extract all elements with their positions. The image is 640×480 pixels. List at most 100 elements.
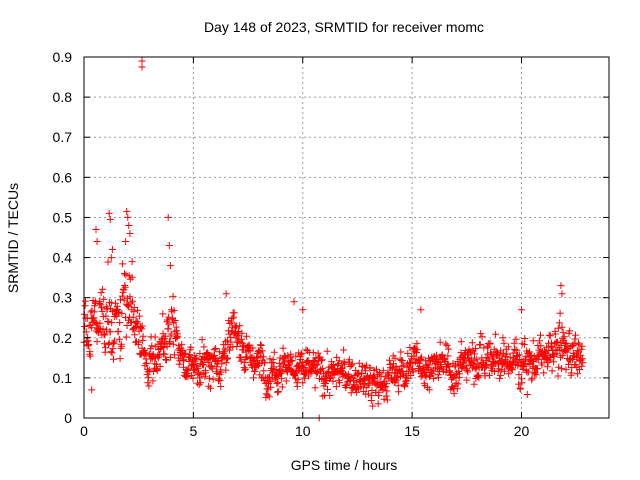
data-point bbox=[500, 367, 508, 375]
data-point bbox=[565, 360, 572, 368]
data-point bbox=[383, 380, 391, 388]
data-point bbox=[324, 385, 331, 393]
data-point bbox=[509, 349, 517, 357]
data-point bbox=[528, 374, 536, 382]
data-point bbox=[512, 335, 520, 343]
data-point bbox=[196, 350, 204, 357]
data-point bbox=[323, 347, 331, 355]
data-point bbox=[257, 341, 264, 349]
data-point bbox=[404, 350, 412, 357]
data-point bbox=[345, 356, 353, 364]
data-point bbox=[113, 312, 121, 320]
data-point bbox=[153, 367, 161, 375]
data-point bbox=[442, 340, 450, 348]
data-point bbox=[385, 369, 393, 377]
data-point bbox=[294, 376, 302, 384]
data-point bbox=[518, 379, 526, 387]
data-point bbox=[226, 320, 234, 327]
data-point bbox=[463, 376, 471, 384]
data-point bbox=[574, 370, 582, 378]
data-point bbox=[383, 396, 391, 404]
data-point bbox=[92, 226, 100, 233]
data-point bbox=[115, 335, 123, 343]
data-point bbox=[223, 336, 231, 344]
data-point bbox=[558, 352, 566, 360]
data-point bbox=[555, 319, 563, 327]
data-point bbox=[329, 377, 337, 385]
data-point bbox=[200, 361, 208, 369]
data-point bbox=[578, 342, 586, 350]
data-point bbox=[464, 368, 472, 376]
data-point bbox=[138, 57, 146, 65]
data-point bbox=[400, 361, 408, 369]
data-point bbox=[433, 358, 441, 365]
data-point bbox=[312, 361, 320, 369]
data-point bbox=[273, 380, 281, 388]
data-point bbox=[98, 304, 105, 312]
data-point bbox=[366, 364, 374, 372]
data-point bbox=[425, 361, 433, 369]
data-point bbox=[114, 327, 122, 335]
data-point bbox=[161, 350, 169, 358]
data-point bbox=[341, 360, 349, 368]
data-point bbox=[159, 310, 167, 318]
data-point bbox=[499, 334, 507, 342]
data-point bbox=[566, 327, 574, 335]
data-point bbox=[97, 289, 105, 297]
y-tick-label: 0.1 bbox=[53, 370, 73, 386]
data-point bbox=[135, 312, 143, 320]
data-point bbox=[119, 260, 127, 268]
y-tick-label: 0.5 bbox=[53, 209, 73, 225]
data-point bbox=[457, 349, 465, 357]
data-point bbox=[534, 365, 541, 373]
data-point bbox=[456, 370, 463, 378]
x-tick-label: 20 bbox=[514, 423, 530, 439]
data-point bbox=[475, 374, 483, 382]
data-point bbox=[343, 381, 351, 389]
data-point bbox=[233, 343, 241, 350]
data-point bbox=[558, 323, 566, 331]
data-point bbox=[279, 344, 287, 352]
data-point bbox=[473, 373, 481, 380]
data-point bbox=[476, 341, 484, 349]
data-point bbox=[524, 368, 532, 376]
data-point bbox=[138, 322, 146, 330]
data-point bbox=[100, 340, 108, 348]
y-tick-label: 0.6 bbox=[53, 169, 73, 185]
data-point bbox=[471, 350, 478, 358]
data-point bbox=[224, 327, 232, 335]
data-point bbox=[478, 333, 486, 341]
data-point bbox=[107, 254, 115, 262]
data-point bbox=[513, 346, 521, 354]
data-point bbox=[382, 392, 390, 400]
data-point bbox=[353, 370, 361, 378]
data-point bbox=[227, 318, 235, 326]
data-point bbox=[409, 368, 417, 376]
data-point bbox=[236, 322, 244, 330]
data-point bbox=[222, 366, 230, 374]
data-point bbox=[208, 365, 216, 373]
data-point bbox=[293, 382, 301, 390]
data-point bbox=[348, 360, 356, 368]
data-point bbox=[204, 358, 212, 366]
data-point bbox=[444, 352, 452, 360]
data-point bbox=[121, 283, 129, 291]
data-point bbox=[134, 306, 142, 314]
data-point bbox=[130, 304, 138, 311]
data-point bbox=[202, 369, 210, 377]
data-point bbox=[577, 345, 585, 353]
data-point bbox=[457, 338, 465, 346]
data-point bbox=[122, 238, 130, 245]
data-point bbox=[115, 308, 123, 316]
data-point bbox=[198, 336, 206, 344]
data-point bbox=[329, 361, 337, 368]
data-point bbox=[100, 295, 108, 303]
data-point bbox=[474, 362, 482, 370]
data-point bbox=[558, 290, 566, 298]
data-point bbox=[146, 366, 154, 374]
data-point bbox=[374, 400, 382, 408]
y-axis-label: SRMTID / TECUs bbox=[5, 183, 21, 293]
data-point bbox=[514, 352, 521, 359]
data-point bbox=[228, 315, 236, 322]
data-point bbox=[266, 355, 274, 363]
